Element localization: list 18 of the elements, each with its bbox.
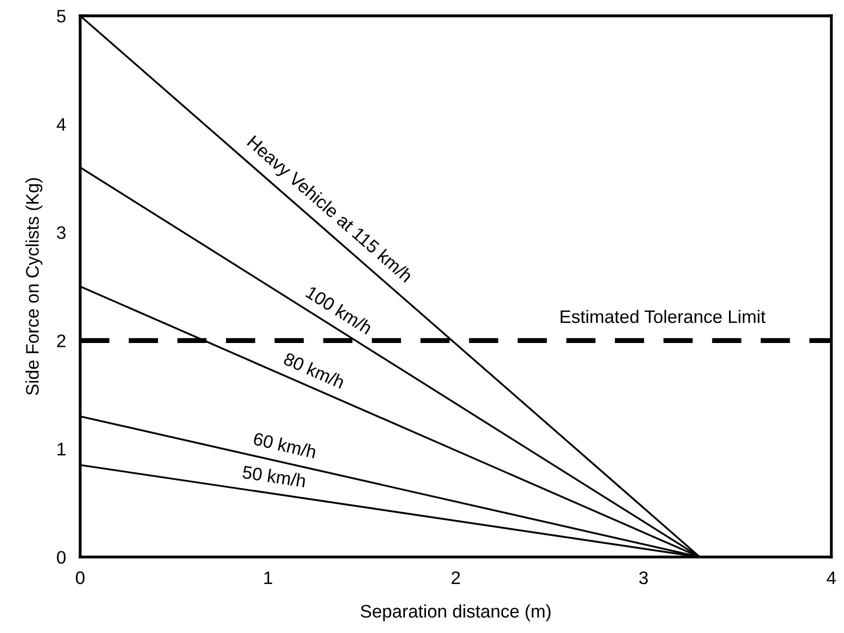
y-axis-title: Side Force on Cyclists (Kg) bbox=[26, 178, 42, 395]
x-tick-label: 3 bbox=[639, 571, 648, 584]
y-tick-label: 2 bbox=[57, 334, 66, 348]
x-tick-label: 4 bbox=[826, 572, 836, 584]
x-tick-label: 0 bbox=[76, 571, 84, 584]
annotation: 100 km/h bbox=[305, 285, 373, 335]
annotation: 80 km/h bbox=[282, 352, 346, 389]
x-tick-label: 2 bbox=[452, 571, 460, 584]
y-tick-label: 4 bbox=[56, 118, 66, 131]
annotation: 50 km/h bbox=[242, 465, 306, 488]
y-tick-label: 3 bbox=[56, 226, 66, 240]
x-tick-label: 1 bbox=[264, 572, 272, 584]
ref-line-label: Estimated Tolerance Limit bbox=[560, 310, 766, 324]
y-tick-label: 0 bbox=[56, 550, 66, 564]
y-tick-label: 5 bbox=[56, 10, 66, 23]
x-axis-title: Separation distance (m) bbox=[360, 604, 550, 622]
y-tick-label: 1 bbox=[58, 442, 66, 456]
annotation: 60 km/h bbox=[253, 432, 317, 458]
